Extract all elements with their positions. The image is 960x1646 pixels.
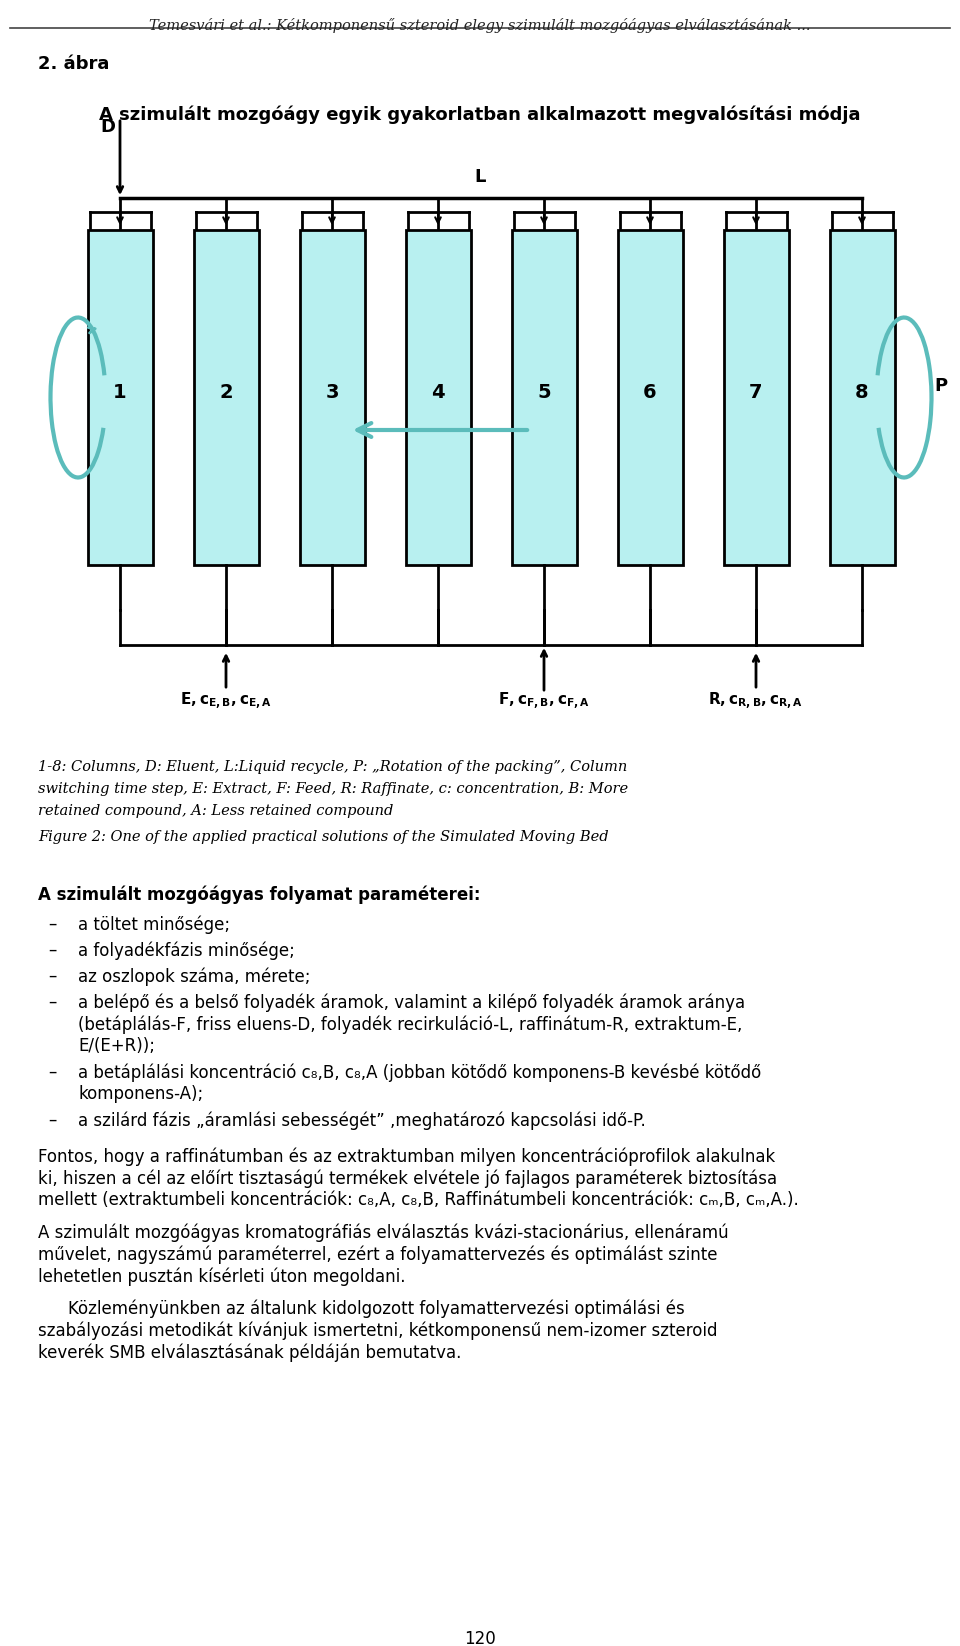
- Text: a töltet minősége;: a töltet minősége;: [78, 915, 230, 933]
- Text: komponens-A);: komponens-A);: [78, 1085, 204, 1103]
- Text: művelet, nagyszámú paraméterrel, ezért a folyamattervezés és optimálást szinte: művelet, nagyszámú paraméterrel, ezért a…: [38, 1244, 717, 1264]
- FancyBboxPatch shape: [300, 230, 365, 565]
- Text: retained compound, A: Less retained compound: retained compound, A: Less retained comp…: [38, 803, 394, 818]
- Text: 8: 8: [855, 384, 869, 402]
- Text: –: –: [48, 915, 57, 933]
- Text: 1-8: Columns, D: Eluent, L:Liquid recycle, P: „Rotation of the packing”, Column: 1-8: Columns, D: Eluent, L:Liquid recycl…: [38, 760, 627, 774]
- Text: a folyadékfázis minősége;: a folyadékfázis minősége;: [78, 942, 295, 960]
- Text: A szimulált mozgóágyas kromatográfiás elválasztás kvázi-stacionárius, ellenáramú: A szimulált mozgóágyas kromatográfiás el…: [38, 1223, 729, 1241]
- Text: A szimulált mozgóágyas folyamat paraméterei:: A szimulált mozgóágyas folyamat paraméte…: [38, 886, 481, 904]
- Text: –: –: [48, 966, 57, 984]
- Text: Fontos, hogy a raffinátumban és az extraktumban milyen koncentrációprofilok alak: Fontos, hogy a raffinátumban és az extra…: [38, 1147, 776, 1165]
- Text: 7: 7: [749, 384, 763, 402]
- Text: –: –: [48, 1111, 57, 1129]
- Text: 3: 3: [325, 384, 339, 402]
- Text: 6: 6: [643, 384, 657, 402]
- Text: 1: 1: [113, 384, 127, 402]
- Text: 4: 4: [431, 384, 444, 402]
- Text: a szilárd fázis „áramlási sebességét” ,meghatározó kapcsolási idő-P.: a szilárd fázis „áramlási sebességét” ,m…: [78, 1111, 646, 1129]
- Text: az oszlopok száma, mérete;: az oszlopok száma, mérete;: [78, 966, 310, 986]
- FancyBboxPatch shape: [512, 230, 577, 565]
- Text: (betáplálás-F, friss eluens-D, folyadék recirkuláció-L, raffinátum-R, extraktum-: (betáplálás-F, friss eluens-D, folyadék …: [78, 1016, 742, 1034]
- Text: lehetetlen pusztán kísérleti úton megoldani.: lehetetlen pusztán kísérleti úton megold…: [38, 1267, 405, 1286]
- Text: $\mathbf{R, c_{R,B}, c_{R,A}}$: $\mathbf{R, c_{R,B}, c_{R,A}}$: [708, 691, 804, 713]
- Text: $\mathbf{F, c_{F,B}, c_{F,A}}$: $\mathbf{F, c_{F,B}, c_{F,A}}$: [498, 691, 590, 713]
- Text: 2: 2: [219, 384, 233, 402]
- FancyBboxPatch shape: [724, 230, 788, 565]
- Text: 120: 120: [464, 1630, 496, 1646]
- Text: mellett (extraktumbeli koncentrációk: c₈,A, c₈,B, Raffinátumbeli koncentrációk: : mellett (extraktumbeli koncentrációk: c₈…: [38, 1192, 799, 1210]
- Text: keverék SMB elválasztásának példáján bemutatva.: keverék SMB elválasztásának példáján bem…: [38, 1343, 462, 1361]
- Text: a belépő és a belső folyadék áramok, valamint a kilépő folyadék áramok aránya: a belépő és a belső folyadék áramok, val…: [78, 993, 745, 1012]
- Text: ki, hiszen a cél az előírt tisztaságú termékek elvétele jó fajlagos paraméterek : ki, hiszen a cél az előírt tisztaságú te…: [38, 1169, 778, 1187]
- Text: szabályozási metodikát kívánjuk ismertetni, kétkomponensű nem-izomer szteroid: szabályozási metodikát kívánjuk ismertet…: [38, 1322, 717, 1340]
- Text: P: P: [934, 377, 948, 395]
- Text: 2. ábra: 2. ábra: [38, 54, 109, 72]
- FancyBboxPatch shape: [617, 230, 683, 565]
- Text: Temesvári et al.: Kétkomponensű szteroid elegy szimulált mozgóágyas elválasztásá: Temesvári et al.: Kétkomponensű szteroid…: [149, 18, 811, 33]
- Text: –: –: [48, 1063, 57, 1081]
- Text: switching time step, E: Extract, F: Feed, R: Raffinate, c: concentration, B: Mor: switching time step, E: Extract, F: Feed…: [38, 782, 628, 797]
- Text: –: –: [48, 942, 57, 960]
- FancyBboxPatch shape: [87, 230, 153, 565]
- Text: $\mathbf{E, c_{E,B}, c_{E,A}}$: $\mathbf{E, c_{E,B}, c_{E,A}}$: [180, 691, 272, 713]
- Text: a betáplálási koncentráció c₈,B, c₈,A (jobban kötődő komponens-B kevésbé kötődő: a betáplálási koncentráció c₈,B, c₈,A (j…: [78, 1063, 761, 1081]
- Text: –: –: [48, 993, 57, 1011]
- FancyBboxPatch shape: [405, 230, 470, 565]
- FancyBboxPatch shape: [829, 230, 895, 565]
- Text: 5: 5: [538, 384, 551, 402]
- Text: L: L: [474, 168, 486, 186]
- Text: D: D: [101, 119, 115, 137]
- Text: A szimulált mozgóágy egyik gyakorlatban alkalmazott megvalósítási módja: A szimulált mozgóágy egyik gyakorlatban …: [99, 105, 861, 123]
- Text: Közleményünkben az általunk kidolgozott folyamattervezési optimálási és: Közleményünkben az általunk kidolgozott …: [68, 1299, 684, 1317]
- Text: E/(E+R));: E/(E+R));: [78, 1037, 155, 1055]
- FancyBboxPatch shape: [194, 230, 258, 565]
- Text: Figure 2: One of the applied practical solutions of the Simulated Moving Bed: Figure 2: One of the applied practical s…: [38, 830, 609, 844]
